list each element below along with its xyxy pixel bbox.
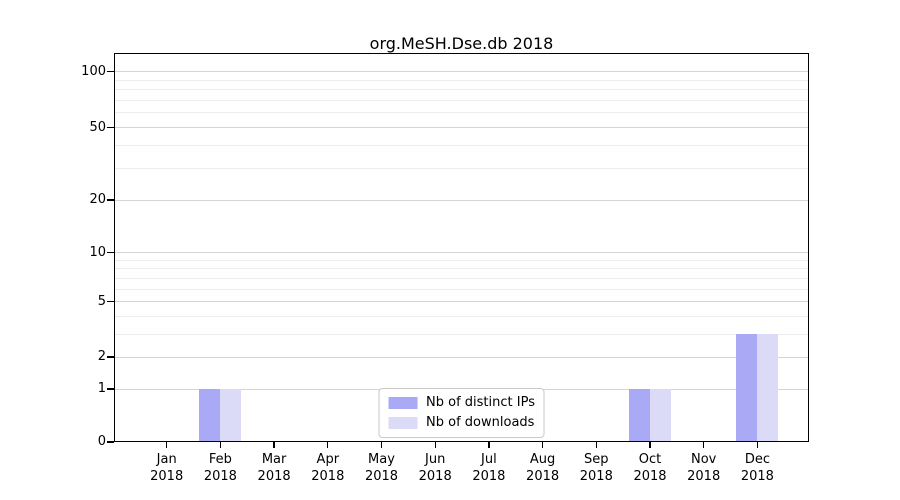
gridline-minor <box>114 333 809 335</box>
chart-title: org.MeSH.Dse.db 2018 <box>369 34 554 53</box>
x-tick-label-line: Dec <box>744 452 770 467</box>
gridline-minor <box>114 259 809 261</box>
x-tick <box>541 441 544 448</box>
x-tick <box>273 441 275 448</box>
legend-item: Nb of distinct IPs <box>388 395 535 411</box>
x-tick-label-line: 2018 <box>203 469 237 484</box>
y-tick <box>107 251 114 254</box>
gridline-minor <box>114 268 809 270</box>
x-tick-label: Oct 2018 <box>618 451 682 485</box>
x-tick-label: May 2018 <box>350 451 414 485</box>
bar-distinct-ips-dec-2018 <box>736 334 758 442</box>
y-tick <box>107 441 114 443</box>
bar-distinct-ips-feb-2018 <box>199 389 221 442</box>
plot-area: Nb of distinct IPs Nb of downloads <box>114 53 809 442</box>
x-tick-label-line: 2018 <box>526 469 560 484</box>
gridline-minor <box>114 89 809 91</box>
y-tick-label: 2 <box>97 349 106 365</box>
gridline-minor <box>114 277 809 279</box>
x-tick-label-line: May <box>368 452 395 467</box>
x-tick-label-line: Jan <box>156 452 177 467</box>
gridline-major <box>114 71 809 73</box>
legend-swatch-downloads <box>388 417 418 429</box>
bar-downloads-dec-2018 <box>757 334 779 442</box>
gridline-minor <box>114 315 809 317</box>
x-tick <box>434 441 436 448</box>
x-tick-label: Mar 2018 <box>242 451 306 485</box>
x-tick-label: Dec 2018 <box>725 451 789 485</box>
x-tick-label: Jan 2018 <box>135 451 199 485</box>
y-tick-label: 5 <box>97 293 106 309</box>
gridline-major <box>114 356 809 358</box>
y-tick <box>107 388 114 390</box>
x-tick-label-line: Oct <box>638 452 662 467</box>
y-tick-label: 50 <box>89 119 106 135</box>
x-tick-label-line: Nov <box>691 452 717 467</box>
x-tick-label-line: 2018 <box>418 469 452 484</box>
x-tick-label-line: Jun <box>425 452 446 467</box>
x-tick-label-line: 2018 <box>472 469 506 484</box>
y-tick <box>107 199 114 201</box>
bar-distinct-ips-oct-2018 <box>629 389 650 442</box>
x-tick <box>756 441 759 448</box>
x-tick-label-line: 2018 <box>364 469 399 484</box>
legend: Nb of distinct IPs Nb of downloads <box>378 388 545 438</box>
x-tick <box>703 441 705 448</box>
y-tick-label: 20 <box>89 192 106 208</box>
y-tick-label: 0 <box>97 434 106 449</box>
x-tick <box>380 441 383 448</box>
y-tick-label: 100 <box>81 63 106 79</box>
y-tick <box>107 301 114 303</box>
x-tick-label: Nov 2018 <box>672 451 736 485</box>
gridline-minor <box>114 79 809 81</box>
x-tick <box>166 441 168 448</box>
x-tick-label-line: Feb <box>208 452 232 467</box>
x-tick <box>595 441 597 448</box>
x-tick <box>488 441 490 448</box>
gridline-major <box>114 301 809 303</box>
x-tick-label-line: 2018 <box>311 469 345 484</box>
x-tick-label: Jun 2018 <box>403 451 467 485</box>
bar-downloads-oct-2018 <box>650 389 671 442</box>
plot-frame <box>114 53 809 442</box>
y-tick <box>107 356 114 358</box>
x-tick-label-line: 2018 <box>740 469 774 484</box>
x-tick <box>649 441 651 448</box>
x-tick-label-line: 2018 <box>257 469 291 484</box>
y-tick <box>107 126 114 129</box>
x-tick-label: Apr 2018 <box>296 451 360 485</box>
x-tick-label-line: Apr <box>316 452 340 467</box>
legend-label: Nb of distinct IPs <box>426 395 535 410</box>
x-tick-label-line: Mar <box>261 452 287 467</box>
x-tick <box>219 441 222 448</box>
y-tick <box>107 71 114 73</box>
gridline-minor <box>114 112 809 114</box>
x-tick-label-line: 2018 <box>633 469 667 484</box>
x-tick-label-line: 2018 <box>150 469 184 484</box>
bar-downloads-feb-2018 <box>220 389 242 442</box>
x-tick-label: Sep 2018 <box>564 451 628 485</box>
x-tick-label: Feb 2018 <box>188 451 252 485</box>
gridline-minor <box>114 144 809 146</box>
legend-item: Nb of downloads <box>388 415 535 431</box>
legend-swatch-distinct-ips <box>388 397 418 409</box>
gridline-minor <box>114 288 809 290</box>
x-tick-label-line: 2018 <box>579 469 613 484</box>
y-tick-label: 10 <box>89 244 106 260</box>
x-tick-label-line: Aug <box>529 452 556 467</box>
gridline-major <box>114 252 809 254</box>
gridline-major <box>114 199 809 201</box>
gridline-major <box>114 127 809 129</box>
x-tick-label-line: Jul <box>481 452 497 467</box>
gridline-minor <box>114 100 809 102</box>
x-tick <box>327 441 329 448</box>
x-tick-label-line: Sep <box>584 452 609 467</box>
gridline-minor <box>114 167 809 169</box>
legend-label: Nb of downloads <box>426 415 535 430</box>
x-tick-label: Aug 2018 <box>511 451 575 485</box>
x-tick-label: Jul 2018 <box>457 451 521 485</box>
x-tick-label-line: 2018 <box>687 469 721 484</box>
y-tick-label: 1 <box>97 381 106 397</box>
